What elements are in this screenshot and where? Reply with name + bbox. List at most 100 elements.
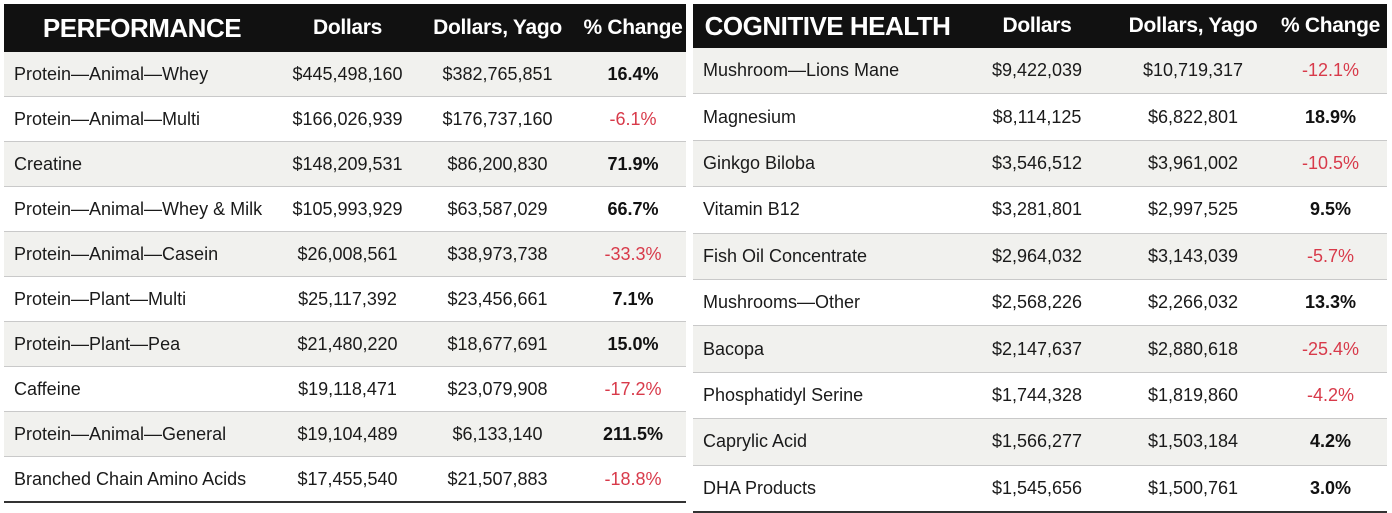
- pct-change-cell: 71.9%: [580, 141, 686, 187]
- pct-change-cell: 3.0%: [1274, 465, 1387, 513]
- dollars-cell: $3,546,512: [962, 140, 1112, 188]
- dollars-cell: $2,147,637: [962, 325, 1112, 373]
- dollars-cell: $21,480,220: [280, 321, 415, 367]
- pct-change-cell: -10.5%: [1274, 140, 1387, 188]
- performance-table: PERFORMANCE Dollars Dollars, Yago % Chan…: [4, 4, 686, 503]
- dollars-yago-cell: $21,507,883: [415, 456, 580, 503]
- dollars-cell: $1,545,656: [962, 465, 1112, 513]
- dollars-cell: $25,117,392: [280, 276, 415, 322]
- category-cell: Protein—Animal—Multi: [4, 96, 280, 142]
- category-cell: DHA Products: [693, 465, 962, 513]
- table-row: Protein—Animal—General $19,104,489 $6,133,…: [4, 411, 686, 457]
- pct-change-cell: 16.4%: [580, 52, 686, 97]
- pct-change-cell: -18.8%: [580, 456, 686, 503]
- category-cell: Protein—Animal—General: [4, 411, 280, 457]
- dollars-yago-cell: $6,822,801: [1112, 93, 1274, 141]
- pct-change-cell: 9.5%: [1274, 186, 1387, 234]
- category-cell: Protein—Animal—Whey & Milk: [4, 186, 280, 232]
- category-cell: Vitamin B12: [693, 186, 962, 234]
- dollars-yago-cell: $6,133,140: [415, 411, 580, 457]
- category-cell: Protein—Animal—Casein: [4, 231, 280, 277]
- table-row: DHA Products $1,545,656 $1,500,761 3.0%: [693, 465, 1387, 513]
- pct-change-cell: -4.2%: [1274, 372, 1387, 420]
- category-cell: Fish Oil Concentrate: [693, 233, 962, 280]
- dollars-cell: $1,566,277: [962, 418, 1112, 466]
- pct-change-cell: 18.9%: [1274, 93, 1387, 141]
- dollars-cell: $17,455,540: [280, 456, 415, 503]
- table-row: Protein—Animal—Whey & Milk $105,993,929 $6…: [4, 186, 686, 232]
- pct-change-cell: -17.2%: [580, 366, 686, 412]
- category-cell: Branched Chain Amino Acids: [4, 456, 280, 503]
- dollars-cell: $166,026,939: [280, 96, 415, 142]
- dollars-cell: $8,114,125: [962, 93, 1112, 141]
- dollars-yago-cell: $2,266,032: [1112, 279, 1274, 327]
- pct-change-cell: -6.1%: [580, 96, 686, 142]
- dollars-cell: $9,422,039: [962, 48, 1112, 95]
- dollars-yago-cell: $3,143,039: [1112, 233, 1274, 280]
- table-row: Phosphatidyl Serine $1,744,328 $1,819,860-…: [693, 372, 1387, 420]
- pct-change-cell: -25.4%: [1274, 325, 1387, 373]
- table-row: Vitamin B12 $3,281,801 $2,997,525 9.5%: [693, 186, 1387, 234]
- dollars-yago-cell: $382,765,851: [415, 52, 580, 97]
- dollars-cell: $2,964,032: [962, 233, 1112, 280]
- category-cell: Creatine: [4, 141, 280, 187]
- table-row: Caprylic Acid $1,566,277 $1,503,184 4.2%: [693, 418, 1387, 466]
- table-row: Mushroom—Lions Mane $9,422,039 $10,719,317…: [693, 48, 1387, 95]
- table-row: Protein—Animal—Multi $166,026,939 $176,737…: [4, 96, 686, 142]
- table-row: Creatine $148,209,531 $86,200,830 71.9%: [4, 141, 686, 187]
- table-row: Protein—Animal—Casein $26,008,561 $38,973,…: [4, 231, 686, 277]
- pct-change-cell: 7.1%: [580, 276, 686, 322]
- category-cell: Phosphatidyl Serine: [693, 372, 962, 420]
- category-cell: Caprylic Acid: [693, 418, 962, 466]
- dollars-cell: $19,118,471: [280, 366, 415, 412]
- pct-change-cell: 13.3%: [1274, 279, 1387, 327]
- pct-change-cell: -12.1%: [1274, 48, 1387, 95]
- dollars-yago-cell: $3,961,002: [1112, 140, 1274, 188]
- dollars-yago-cell: $2,880,618: [1112, 325, 1274, 373]
- table-row: Protein—Plant—Pea $21,480,220 $18,677,691 1…: [4, 321, 686, 367]
- dollars-yago-cell: $1,503,184: [1112, 418, 1274, 466]
- dollars-cell: $105,993,929: [280, 186, 415, 232]
- pct-change-header: % Change: [580, 4, 686, 52]
- dollars-header: Dollars: [962, 4, 1112, 48]
- table-row: Branched Chain Amino Acids $17,455,540 $21…: [4, 456, 686, 503]
- dollars-yago-cell: $86,200,830: [415, 141, 580, 187]
- dollars-cell: $148,209,531: [280, 141, 415, 187]
- dollars-cell: $1,744,328: [962, 372, 1112, 420]
- dollars-yago-header: Dollars, Yago: [1112, 4, 1274, 48]
- dollars-yago-cell: $23,079,908: [415, 366, 580, 412]
- pct-change-cell: 4.2%: [1274, 418, 1387, 466]
- dollars-cell: $3,281,801: [962, 186, 1112, 234]
- dollars-yago-cell: $1,500,761: [1112, 465, 1274, 513]
- table-row: Mushrooms—Other $2,568,226 $2,266,032 13.3%: [693, 279, 1387, 327]
- pct-change-cell: 15.0%: [580, 321, 686, 367]
- category-cell: Mushrooms—Other: [693, 279, 962, 327]
- category-cell: Ginkgo Biloba: [693, 140, 962, 188]
- performance-title-header: PERFORMANCE: [4, 4, 280, 52]
- table-row: Protein—Animal—Whey $445,498,160 $382,765,…: [4, 52, 686, 97]
- header-row: PERFORMANCE Dollars Dollars, Yago % Chan…: [4, 4, 686, 52]
- header-row: COGNITIVE HEALTH Dollars Dollars, Yago %…: [693, 4, 1387, 48]
- table-row: Ginkgo Biloba $3,546,512 $3,961,002 -10.5%: [693, 140, 1387, 188]
- dollars-yago-cell: $1,819,860: [1112, 372, 1274, 420]
- dollars-cell: $445,498,160: [280, 52, 415, 97]
- pct-change-cell: -33.3%: [580, 231, 686, 277]
- category-cell: Mushroom—Lions Mane: [693, 48, 962, 95]
- table-row: Fish Oil Concentrate $2,964,032 $3,143,039…: [693, 233, 1387, 280]
- dollars-header: Dollars: [280, 4, 415, 52]
- pct-change-cell: -5.7%: [1274, 233, 1387, 280]
- dollars-yago-cell: $63,587,029: [415, 186, 580, 232]
- pct-change-header: % Change: [1274, 4, 1387, 48]
- category-cell: Caffeine: [4, 366, 280, 412]
- dollars-cell: $2,568,226: [962, 279, 1112, 327]
- dollars-yago-header: Dollars, Yago: [415, 4, 580, 52]
- category-cell: Protein—Plant—Multi: [4, 276, 280, 322]
- dollars-yago-cell: $10,719,317: [1112, 48, 1274, 95]
- category-cell: Protein—Animal—Whey: [4, 52, 280, 97]
- category-cell: Bacopa: [693, 325, 962, 373]
- dollars-cell: $26,008,561: [280, 231, 415, 277]
- category-cell: Protein—Plant—Pea: [4, 321, 280, 367]
- dollars-yago-cell: $23,456,661: [415, 276, 580, 322]
- pct-change-cell: 66.7%: [580, 186, 686, 232]
- dollars-yago-cell: $176,737,160: [415, 96, 580, 142]
